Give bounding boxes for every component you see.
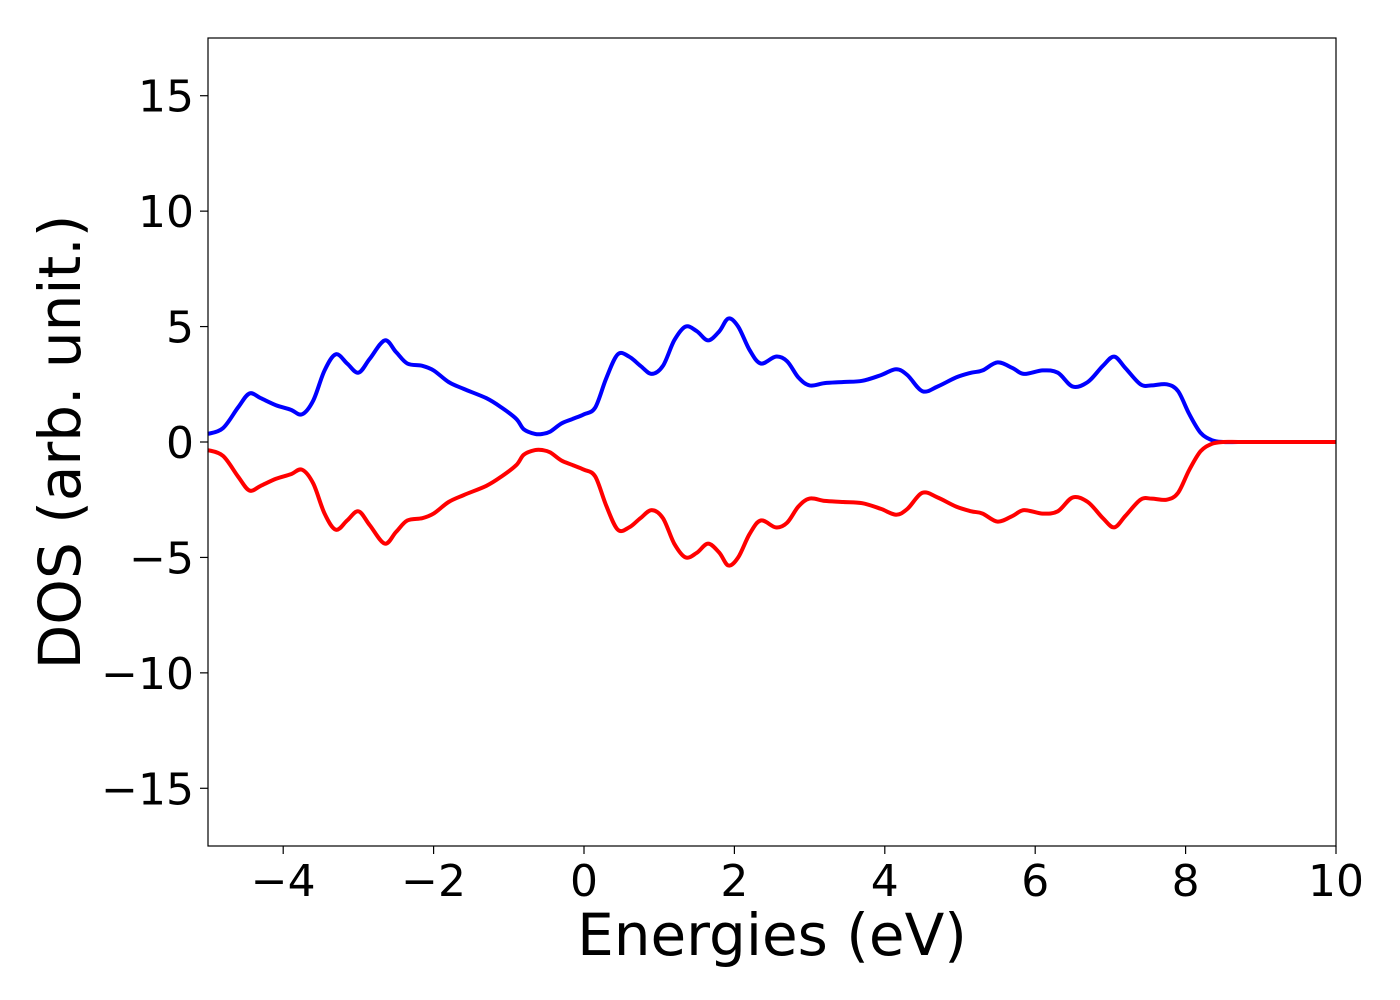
y-axis: 15 10 5 0 −5 −10 −15 (101, 72, 208, 815)
y-tick-label: −10 (101, 649, 194, 700)
x-axis-label: Energies (eV) (577, 901, 967, 969)
y-tick-label: 10 (138, 187, 194, 238)
x-tick-label: 8 (1172, 856, 1200, 907)
x-tick-label: 4 (871, 856, 899, 907)
x-axis: −4 −2 0 2 4 6 8 10 (251, 846, 1364, 907)
x-tick-label: −4 (251, 856, 316, 907)
series-layer (207, 316, 1336, 568)
x-tick-label: 10 (1308, 856, 1364, 907)
x-tick-label: 0 (570, 856, 598, 907)
x-tick-label: −2 (401, 856, 466, 907)
y-axis-label: DOS (arb. unit.) (26, 215, 94, 670)
y-tick-label: 0 (166, 418, 194, 469)
dos-series-line-up (207, 316, 1336, 445)
x-tick-label: 2 (720, 856, 748, 907)
dos-series-line-down (207, 439, 1336, 568)
y-tick-label: −5 (129, 533, 194, 584)
x-tick-label: 6 (1021, 856, 1049, 907)
y-tick-label: 5 (166, 303, 194, 354)
y-tick-label: 15 (138, 72, 194, 123)
y-tick-label: −15 (101, 764, 194, 815)
